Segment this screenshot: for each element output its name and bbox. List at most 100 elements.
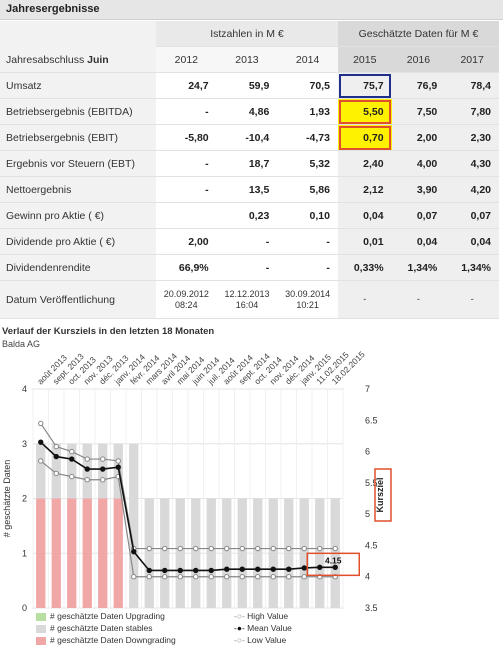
estimated-header: Geschätzte Daten für M € — [337, 21, 499, 47]
table-cell: 2,40 — [337, 150, 392, 177]
mean-line-icon: -●- — [234, 623, 245, 633]
high-value-point — [146, 545, 152, 552]
table-cell: 1,93 — [277, 98, 338, 125]
table-cell: -10,4 — [216, 124, 278, 151]
publication-date: - — [445, 280, 499, 319]
section-title: Jahresergebnisse — [6, 3, 100, 15]
table-cell: 4,00 — [391, 150, 446, 177]
table-row: Dividende pro Aktie ( €) 2,00- -0,01 0,04 0,… — [0, 228, 499, 255]
table-cell: 2,12 — [337, 176, 392, 203]
mean-value-point — [270, 566, 276, 572]
table-row: Betriebsergebnis (EBITDA) -4,86 1,93 5,50 7,… — [0, 98, 499, 125]
table-cell: 70,5 — [277, 72, 338, 99]
table-row: Umsatz 24,7 59,9 70,5 75,7 76,9 78,4 — [0, 72, 499, 99]
bar-stables — [268, 498, 278, 608]
table-cell: 5,86 — [277, 176, 338, 203]
mean-value-point — [69, 456, 75, 462]
table-cell: 0,01 — [337, 228, 392, 255]
row-label: Betriebsergebnis (EBIT) — [0, 124, 156, 151]
table-cell — [156, 202, 217, 229]
year-header-2017: 2017 — [445, 46, 499, 73]
bar-downgrading — [98, 498, 108, 608]
table-cell: 0,07 — [445, 202, 499, 229]
table-row: Betriebsergebnis (EBIT) -5,80 -10,4 -4,73 0,… — [0, 124, 499, 151]
low-value-point — [193, 574, 199, 580]
mean-value-point — [193, 567, 199, 574]
low-value-point — [100, 477, 106, 483]
bar-stables — [299, 498, 309, 608]
mean-value-point — [84, 466, 90, 472]
table-cell: 24,7 — [156, 72, 217, 99]
table-cell: 66,9% — [156, 254, 217, 281]
table-cell: 0,04 — [445, 228, 499, 255]
mean-value-point — [286, 566, 292, 572]
low-value-point — [131, 574, 137, 580]
table-cell: 0,04 — [391, 228, 446, 255]
table-cell: 3,90 — [391, 176, 446, 203]
bar-stables — [160, 498, 170, 608]
last-value-box — [306, 552, 360, 577]
table-cell: 1,34% — [445, 254, 499, 281]
table-cell: 0,10 — [277, 202, 338, 229]
table-cell: - — [156, 150, 217, 177]
table-cell: 0,07 — [391, 202, 446, 229]
high-value-point — [270, 545, 276, 552]
mean-value-point — [53, 453, 59, 460]
mean-value-point — [224, 566, 230, 572]
right-axis-label-box — [374, 468, 392, 522]
legend-low: -○- Low Value — [234, 635, 287, 645]
low-value-point — [208, 574, 214, 580]
table-cell: 1,34% — [391, 254, 446, 281]
mean-value-point — [332, 564, 338, 571]
table-cell: 18,7 — [216, 150, 278, 177]
right-tick-label: 7 — [365, 384, 370, 394]
year-header-2016: 2016 — [391, 46, 446, 73]
high-value-point — [115, 458, 121, 464]
mean-value-point — [208, 567, 214, 574]
table-cell: 2,00 — [156, 228, 217, 255]
bar-downgrading — [67, 498, 77, 608]
high-value-point — [84, 456, 90, 462]
right-tick-label: 6.5 — [365, 415, 378, 425]
fiscal-year-label: Jahresabschluss Juin — [0, 21, 156, 73]
right-tick-label: 5.5 — [365, 478, 378, 488]
right-axis-label: Kursziel — [375, 477, 385, 512]
table-cell: - — [156, 176, 217, 203]
bar-stables — [237, 498, 247, 608]
table-cell: 0,23 — [216, 202, 278, 229]
publication-date: 30.09.2014 10:21 — [277, 280, 338, 319]
mean-value-point — [131, 548, 137, 555]
table-cell: - — [216, 228, 278, 255]
table-cell: - — [277, 254, 338, 281]
bar-stables — [206, 498, 216, 608]
low-value-point — [224, 574, 230, 580]
row-label: Nettoergebnis — [0, 176, 156, 203]
table-cell: - — [156, 98, 217, 125]
actual-header: Istzahlen in M € — [156, 21, 338, 47]
table-cell: 0,04 — [337, 202, 392, 229]
bar-stables — [175, 498, 185, 608]
row-label: Ergebnis vor Steuern (EBT) — [0, 150, 156, 177]
table-cell: 13,5 — [216, 176, 278, 203]
high-value-point — [239, 545, 245, 552]
table-row: Dividendenrendite 66,9% - -0,33% 1,34% 1,34% — [0, 254, 499, 281]
bar-downgrading — [82, 498, 92, 608]
mean-value-point — [255, 566, 261, 572]
bar-stables — [222, 498, 232, 608]
bar-stables — [191, 498, 201, 608]
year-header-2014: 2014 — [277, 46, 338, 73]
right-tick-label: 4 — [365, 572, 370, 582]
right-tick-label: 5 — [365, 509, 370, 519]
low-value-point — [162, 574, 168, 580]
high-value-point — [38, 420, 44, 427]
bar-stables — [67, 443, 77, 499]
year-header-2015: 2015 — [337, 46, 392, 73]
left-axis-label: # geschätzte Daten — [2, 460, 12, 538]
row-label: Dividende pro Aktie ( €) — [0, 228, 156, 255]
bar-downgrading — [113, 498, 123, 608]
left-tick-label: 3 — [22, 439, 27, 449]
low-value-point — [69, 473, 75, 480]
publication-date: - — [337, 280, 392, 319]
table-cell: - — [277, 228, 338, 255]
legend-downgrading-swatch — [36, 636, 46, 645]
